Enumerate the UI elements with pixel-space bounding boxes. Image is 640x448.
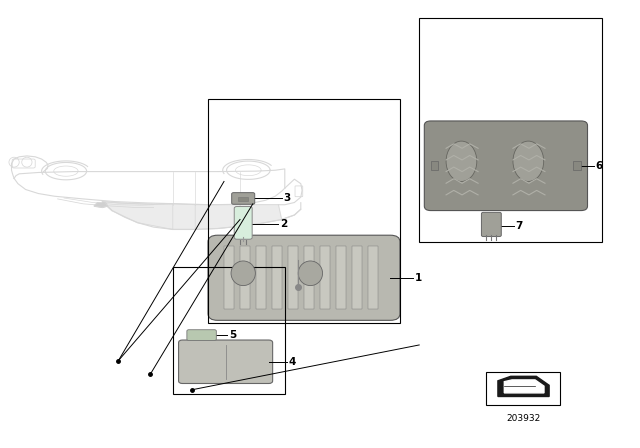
Bar <box>173 267 285 394</box>
Text: 1: 1 <box>415 273 422 283</box>
Bar <box>288 246 298 309</box>
Bar <box>238 197 248 201</box>
Ellipse shape <box>298 261 323 286</box>
Polygon shape <box>504 380 544 393</box>
Text: 4: 4 <box>289 357 296 367</box>
Text: 5: 5 <box>229 330 236 340</box>
FancyBboxPatch shape <box>187 330 216 340</box>
Bar <box>352 246 362 309</box>
Text: 6: 6 <box>596 161 603 171</box>
Bar <box>224 246 234 309</box>
Bar <box>208 99 400 323</box>
Bar <box>304 246 314 309</box>
FancyBboxPatch shape <box>179 340 273 383</box>
Text: 7: 7 <box>515 221 523 231</box>
Bar <box>240 246 250 309</box>
Bar <box>336 246 346 309</box>
Bar <box>272 246 282 309</box>
Polygon shape <box>102 202 173 229</box>
FancyBboxPatch shape <box>232 193 255 204</box>
Bar <box>256 246 266 309</box>
Ellipse shape <box>446 141 477 181</box>
Text: 3: 3 <box>284 194 291 203</box>
Bar <box>431 161 438 170</box>
Polygon shape <box>240 205 282 226</box>
Polygon shape <box>173 204 195 229</box>
Polygon shape <box>498 376 549 396</box>
FancyBboxPatch shape <box>208 235 400 320</box>
Bar <box>486 372 560 405</box>
Polygon shape <box>94 203 108 207</box>
Polygon shape <box>195 205 240 229</box>
FancyBboxPatch shape <box>234 207 252 239</box>
Ellipse shape <box>513 141 544 181</box>
Text: 2: 2 <box>280 219 287 229</box>
Bar <box>368 246 378 309</box>
FancyBboxPatch shape <box>481 212 501 237</box>
Ellipse shape <box>231 261 255 286</box>
FancyBboxPatch shape <box>424 121 588 211</box>
Bar <box>573 161 581 170</box>
Bar <box>320 246 330 309</box>
Text: 203932: 203932 <box>506 414 540 422</box>
Bar <box>419 18 602 242</box>
